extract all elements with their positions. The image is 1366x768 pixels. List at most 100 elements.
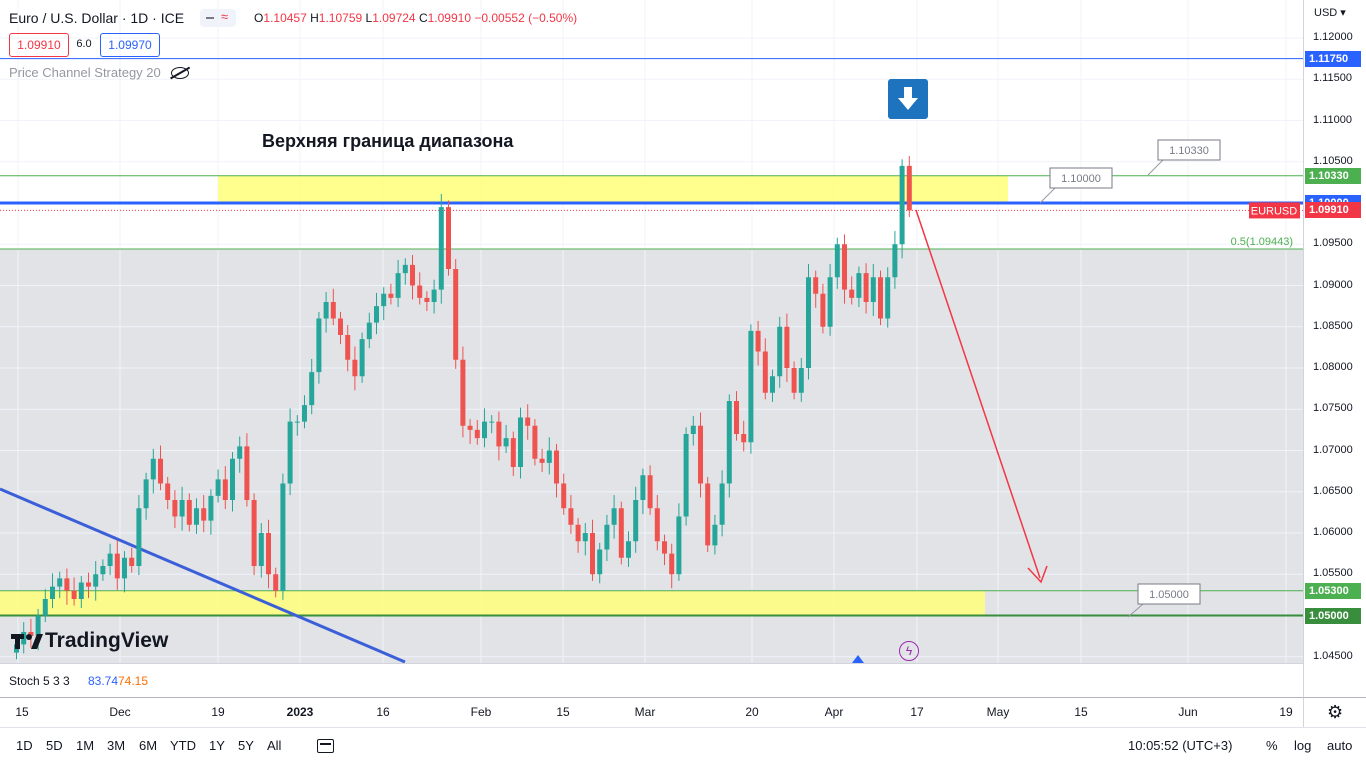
hide-legend-button[interactable]: ≈ [200,9,237,27]
candle-body [294,421,300,423]
symbol-title[interactable]: Euro / U.S. Dollar · 1D · ICE [9,10,185,26]
candle-body [453,269,459,360]
candle-body [93,574,99,587]
range-button-5d[interactable]: 5D [46,738,63,753]
eye-hidden-icon[interactable] [169,66,190,79]
candle-body [640,475,646,500]
time-axis[interactable]: 15 Dec 19 2023 16 Feb 15 Mar 20 Apr 17 May 15 Jun 19 [0,697,1303,728]
candle-body [143,479,149,509]
candle-body [215,479,221,496]
candle-body [237,446,243,459]
stoch-name[interactable]: Stoch 5 3 3 [9,674,70,688]
candle-body [726,401,732,484]
candle-body [35,615,41,637]
candle-body [172,500,178,517]
sell-button[interactable]: 1.09910 [9,33,69,57]
candle-body [230,458,235,500]
stoch-d-value: 74.15 [118,674,149,688]
candles [14,155,912,660]
price-tick: 1.11000 [1313,113,1352,126]
candle-body [374,306,379,323]
lightning-icon[interactable]: ϟ [899,641,919,661]
price-tick: 1.08500 [1313,319,1353,332]
price-label[interactable]: 1.10330 [1305,167,1361,184]
candle-body [251,500,257,566]
range-annotation[interactable]: Верхняя граница диапазона [262,131,514,151]
log-toggle[interactable]: log [1294,738,1312,753]
candle-body [107,553,113,566]
sell-signal-arrow[interactable] [888,79,928,119]
range-button-1d[interactable]: 1D [16,738,33,753]
price-label[interactable]: 1.11750 [1305,50,1361,67]
candle-body [42,599,48,616]
event-marker-icon[interactable] [852,655,864,663]
candle-body [402,264,408,274]
candle-body [388,293,394,298]
candle-body [554,450,559,484]
candle-body [820,293,826,327]
price-tick: 1.09500 [1313,237,1353,250]
candle-body [158,458,163,484]
price-chart[interactable]: 1.10330 1.10000 1.05000 0.5(1.09443) EURUSD [0,0,1303,663]
chart-area[interactable]: 1.10330 1.10000 1.05000 0.5(1.09443) EURUSD … [0,0,1303,663]
time-tick: 17 [910,705,924,719]
candle-body [676,516,682,575]
price-axis[interactable]: USD ▾ 1.120001.115001.110001.105001.1000… [1303,0,1366,697]
percent-toggle[interactable]: % [1266,738,1278,753]
candle-body [834,244,840,278]
candle-body [100,566,106,575]
price-tick: 1.07000 [1313,443,1353,456]
price-label[interactable]: 1.09910 [1305,202,1361,219]
stochastic-pane[interactable]: Stoch 5 3 3 83.74 74.15 [0,663,1303,698]
candle-body [856,273,862,298]
downtrend-line [0,487,406,663]
time-tick: Mar [634,705,656,719]
range-button-1m[interactable]: 1M [76,738,95,753]
price-tick: 1.10500 [1313,154,1353,167]
minus-icon [206,17,215,19]
candle-body [863,273,869,302]
strategy-label[interactable]: Price Channel Strategy 20 [9,65,161,80]
candle-body [64,578,70,591]
price-tick: 1.11500 [1313,72,1352,85]
range-button-6m[interactable]: 6M [139,738,158,753]
callout-box [1157,139,1221,161]
arrow-down-icon [898,87,918,110]
range-button-5y[interactable]: 5Y [238,738,254,753]
range-button-all[interactable]: All [267,738,282,753]
candle-body [114,553,120,579]
candle-body [798,368,804,393]
callout-connector [1039,187,1056,204]
price-label[interactable]: 1.05000 [1305,607,1361,624]
spread-value: 6.0 [76,38,92,50]
range-button-3m[interactable]: 3M [107,738,126,753]
date-range-icon[interactable] [317,739,334,753]
candle-body [748,330,754,443]
watermark-text: TradingView [45,629,169,652]
price-label[interactable]: 1.05300 [1305,582,1361,599]
candle-body [806,277,811,368]
price-tick: 1.12000 [1313,31,1353,43]
candle-body [575,524,581,542]
candle-body [777,326,783,377]
buy-button[interactable]: 1.09970 [100,33,160,57]
candle-body [892,244,898,278]
callout-connector [1127,603,1144,618]
auto-toggle[interactable]: auto [1327,738,1353,753]
candle-body [496,421,502,447]
range-button-1y[interactable]: 1Y [209,738,225,753]
clock[interactable]: 10:05:52 (UTC+3) [1128,738,1233,753]
range-button-ytd[interactable]: YTD [170,738,196,753]
candle-body [410,264,415,286]
callout-box [1137,583,1201,605]
currency-selector[interactable]: USD ▾ [1314,7,1346,19]
time-tick: Feb [470,705,492,719]
candle-body [762,351,768,393]
candle-body [57,578,63,587]
time-tick: 16 [376,705,390,719]
candle-body [179,500,185,517]
symbol-tag: EURUSD [1251,205,1298,217]
candle-body [633,500,639,542]
chart-settings-button[interactable]: ⚙ [1303,697,1366,727]
candle-body [424,297,430,302]
